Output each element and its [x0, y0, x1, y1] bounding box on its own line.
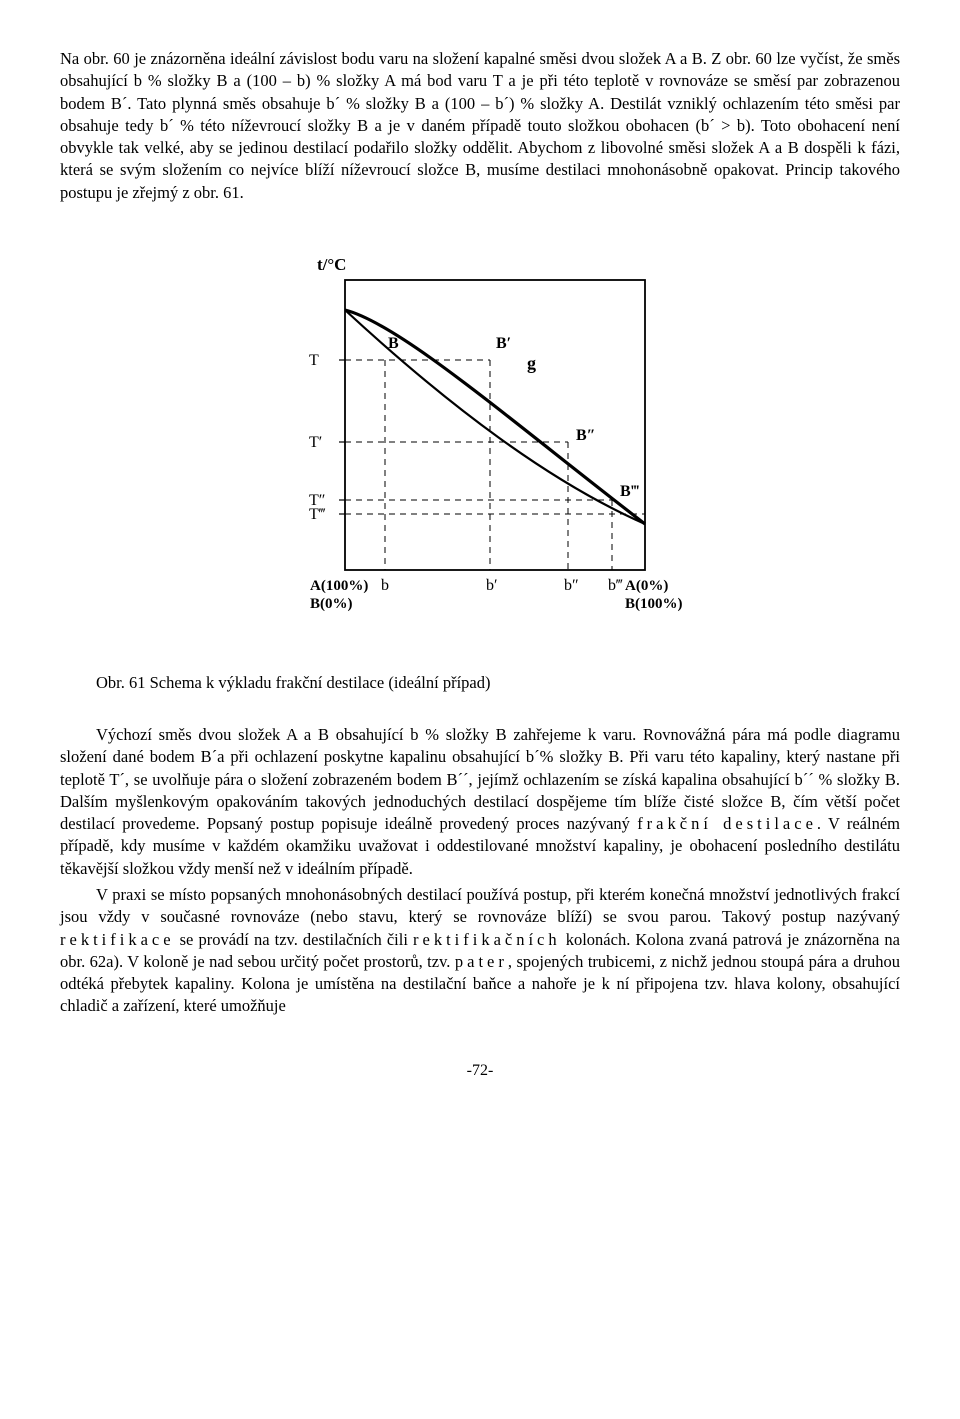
svg-text:B‴: B‴	[620, 483, 640, 500]
svg-text:B′: B′	[496, 335, 511, 352]
para3-rectification-term-2: rektifikačních	[413, 930, 561, 949]
para3-pater-term: pater	[455, 952, 508, 971]
svg-text:B″: B″	[576, 427, 596, 444]
svg-text:b‴: b‴	[608, 577, 623, 594]
svg-text:b′: b′	[486, 577, 498, 594]
svg-text:B(0%): B(0%)	[310, 596, 353, 612]
svg-text:b″: b″	[564, 577, 579, 594]
svg-text:A(0%): A(0%)	[625, 578, 668, 594]
svg-text:g: g	[527, 353, 536, 373]
para2-frac-distillation-term: frakční destilace	[637, 814, 817, 833]
paragraph-3: V praxi se místo popsaných mnohonásobnýc…	[60, 884, 900, 1018]
paragraph-2: Výchozí směs dvou složek A a B obsahujíc…	[60, 724, 900, 880]
svg-text:T‴: T‴	[309, 506, 326, 523]
svg-text:b: b	[381, 577, 389, 594]
svg-text:B(100%): B(100%)	[625, 596, 683, 612]
para3-rectification-term: rektifikace	[60, 930, 175, 949]
figure-61-caption: Obr. 61 Schema k výkladu frakční destila…	[60, 672, 900, 694]
svg-text:A(100%): A(100%)	[310, 578, 368, 594]
svg-text:B: B	[388, 335, 399, 352]
svg-text:T′: T′	[309, 434, 322, 451]
figure-61: t/°CTT′T″T‴gBB′B″B‴bb′b″b‴A(100%)B(0%)A(…	[60, 252, 900, 632]
svg-text:t/°C: t/°C	[317, 255, 346, 274]
page-number: -72-	[60, 1060, 900, 1082]
paragraph-1: Na obr. 60 je znázorněna ideální závislo…	[60, 48, 900, 204]
para3-text-b: se provádí na tzv. destilačních čili	[175, 930, 413, 949]
svg-text:T: T	[309, 352, 319, 369]
para3-text-a: V praxi se místo popsaných mnohonásobnýc…	[60, 885, 900, 926]
